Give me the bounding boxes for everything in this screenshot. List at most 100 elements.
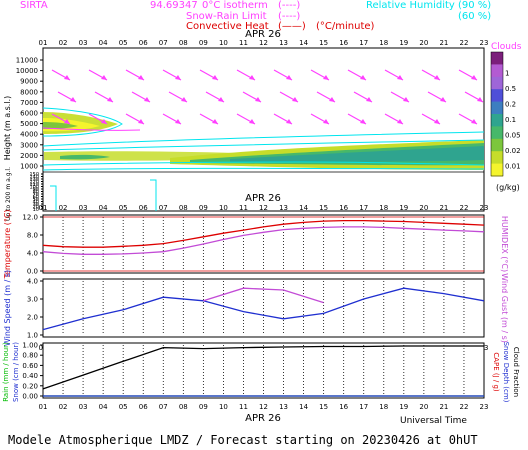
hour-label: 15 xyxy=(319,403,328,411)
precip-plot-area: 0.00 0.20 0.40 0.60 0.80 1.00 xyxy=(22,342,485,401)
hour-label: 14 xyxy=(299,204,308,212)
temp-panel-frame xyxy=(42,214,485,274)
wind-arrowhead xyxy=(64,119,70,124)
temp-plot-area: 0.0 4.0 8.0 12.0 xyxy=(22,214,485,276)
cloud-panel-frame xyxy=(42,47,485,212)
date-label-top: APR 26 xyxy=(245,29,281,40)
colorbar-tick: 0.5 xyxy=(505,85,516,93)
hour-label: 12 xyxy=(259,39,268,47)
wind-arrowhead xyxy=(440,97,446,102)
hour-label: 03 xyxy=(79,39,88,47)
colorbar-swatch xyxy=(491,64,503,78)
wind-arrowhead xyxy=(212,75,218,80)
hour-label: 20 xyxy=(419,403,428,411)
hour-label: 15 xyxy=(319,39,328,47)
hour-label: 02 xyxy=(59,39,68,47)
hour-label: 08 xyxy=(179,204,188,212)
wind-arrowhead xyxy=(434,119,440,124)
hour-label: 08 xyxy=(179,403,188,411)
hour-label: 06 xyxy=(139,403,148,411)
ytick-label: 6000 xyxy=(20,110,38,118)
rh-contours xyxy=(42,107,485,211)
ytick-label-low: 20 xyxy=(33,205,39,211)
hour-label: 02 xyxy=(59,204,68,212)
colorbar-swatch xyxy=(491,126,503,140)
ytick-label-low: 110 xyxy=(29,182,39,188)
hour-label: 04 xyxy=(99,39,108,47)
series-wind-gust xyxy=(203,287,324,304)
ytick-label: 1.00 xyxy=(22,342,38,350)
colorbar-swatch xyxy=(491,114,503,127)
wind-arrowhead xyxy=(397,75,403,80)
hour-label: 11 xyxy=(239,403,248,411)
hour-label: 14 xyxy=(299,39,308,47)
gust-ylabel: Wind Gust (m / s) xyxy=(500,273,509,343)
ytick-label-low: 150 xyxy=(29,172,39,178)
snow-legend-swatch: (----) xyxy=(278,11,300,22)
ytick-label-low: 90 xyxy=(33,187,39,193)
wind-arrowhead xyxy=(323,119,329,124)
ytick-label: 4000 xyxy=(20,131,38,139)
wind-arrowhead xyxy=(255,97,261,102)
wind-arrowhead xyxy=(360,75,366,80)
wind-arrowhead xyxy=(434,75,440,80)
hour-label: 10 xyxy=(219,39,228,47)
ytick-label-low: 50 xyxy=(33,197,39,203)
wind-arrowhead xyxy=(471,119,477,124)
series-humidex xyxy=(42,226,485,255)
hour-label: 11 xyxy=(239,204,248,212)
hour-label: 14 xyxy=(299,403,308,411)
series-wind-speed xyxy=(42,287,485,331)
ytick-label: 0.60 xyxy=(22,362,38,370)
wind-arrowhead xyxy=(218,97,224,102)
wind-arrowhead xyxy=(138,75,144,80)
wind-arrowhead xyxy=(107,97,113,102)
colorbar-frame xyxy=(490,51,504,177)
hour-label: 01 xyxy=(39,403,48,411)
colorbar-swatch xyxy=(491,138,503,152)
hour-label: 22 xyxy=(459,403,468,411)
wind-arrowhead xyxy=(286,119,292,124)
height-ylabel-low: Up to 200 m a.g.l. xyxy=(5,167,12,221)
hour-label: 04 xyxy=(99,204,108,212)
hour-label: 21 xyxy=(439,39,448,47)
ytick-label: 3.0 xyxy=(27,296,38,304)
hour-label: 10 xyxy=(219,403,228,411)
ytick-label: 0.40 xyxy=(22,372,38,380)
cloud-yticks: 1000 2000 3000 4000 5000 6000 7000 8000 9000 1000… xyxy=(16,57,43,213)
hour-label: 05 xyxy=(119,204,128,212)
hour-label: 20 xyxy=(419,204,428,212)
hour-label: 21 xyxy=(439,204,448,212)
ytick-label: 0.0 xyxy=(27,268,38,276)
series-cloud-fraction xyxy=(42,345,484,390)
hour-label: 22 xyxy=(459,204,468,212)
cloud-height-panel: 1000200030004000500060007000800090001000… xyxy=(3,42,522,221)
snowdepth-ylabel: Snow Depth (cm) xyxy=(502,342,510,403)
wind-arrowhead xyxy=(101,119,107,124)
rh-legend-label: Relative Humidity xyxy=(366,0,455,11)
date-label-mid: APR 26 xyxy=(245,193,281,204)
hour-label: 13 xyxy=(279,204,288,212)
wind-arrowhead xyxy=(366,97,372,102)
wind-arrowhead xyxy=(292,97,298,102)
wind-arrowhead xyxy=(323,75,329,80)
date-label-bottom: APR 26 xyxy=(245,413,281,424)
wind-arrowhead xyxy=(175,119,181,124)
wind-panel: 1.0 2.0 3.0 4.0 Wind Speed (m / s) Wind Gus… xyxy=(3,270,509,346)
hour-labels-mid: 01 02 03 04 05 06 07 08 09 10 11 12 13 14 15 16 17 18 19 20… xyxy=(39,204,489,212)
ytick-label-low: 60 xyxy=(33,195,39,201)
series-temperature xyxy=(42,219,485,248)
ytick-label: 4.0 xyxy=(27,250,38,258)
colorbar-swatch xyxy=(491,89,503,103)
ytick-label: 0.20 xyxy=(22,382,38,390)
hour-label: 13 xyxy=(279,403,288,411)
hour-label: 16 xyxy=(339,403,348,411)
hour-label: 20 xyxy=(419,39,428,47)
hour-label: 17 xyxy=(359,403,368,411)
colorbar-tick: 0.2 xyxy=(505,100,516,108)
colorbar-swatch xyxy=(491,52,503,65)
wind-arrowhead xyxy=(360,119,366,124)
ytick-label: 3000 xyxy=(20,141,38,149)
ytick-label-low: 70 xyxy=(33,192,39,198)
ytick-label: 1.0 xyxy=(27,332,38,340)
